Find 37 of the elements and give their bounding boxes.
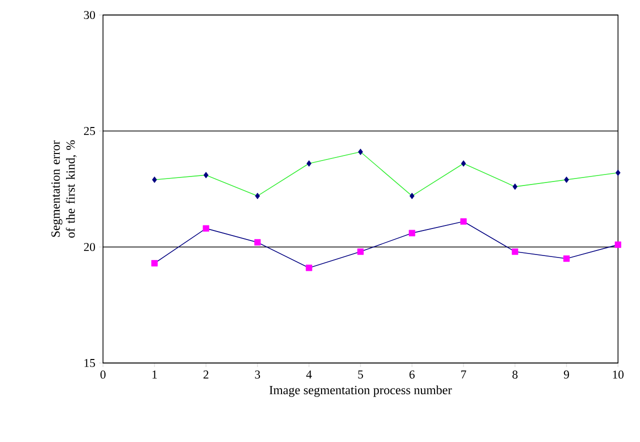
- point: [460, 218, 467, 225]
- x-tick-label: 4: [306, 370, 312, 378]
- x-tick-label: 3: [255, 370, 260, 379]
- x-tick-label: 8: [512, 370, 518, 379]
- y-tick-label: 20: [84, 242, 96, 252]
- point: [306, 160, 312, 167]
- point: [152, 176, 157, 183]
- x-tick-label: 7: [461, 370, 466, 378]
- point: [614, 241, 622, 248]
- point: [202, 225, 210, 232]
- point: [204, 172, 208, 178]
- point: [255, 192, 260, 200]
- x-tick-label: 9: [564, 370, 570, 379]
- point: [512, 183, 518, 190]
- point: [254, 239, 261, 246]
- point: [358, 148, 363, 156]
- y-tick-label: 15: [84, 358, 96, 368]
- x-tick-label: 5: [358, 370, 364, 378]
- x-tick-label: 10: [613, 370, 624, 379]
- x-axis-title: Image segmentation process number: [269, 385, 452, 397]
- point: [151, 260, 158, 266]
- point: [410, 192, 414, 200]
- point: [408, 230, 416, 236]
- y-tick-label: 25: [84, 126, 96, 136]
- point: [357, 248, 364, 255]
- x-tick-label: 0: [100, 370, 106, 379]
- x-tick-label: 2: [204, 370, 208, 378]
- point: [512, 248, 518, 255]
- point: [461, 160, 466, 167]
- x-tick-label: 1: [152, 370, 157, 378]
- y-tick-label: 30: [84, 10, 96, 20]
- point: [616, 170, 620, 176]
- point: [563, 255, 570, 262]
- y-axis-title: Segmentation error of the first kind, %: [51, 140, 77, 238]
- point: [306, 264, 312, 272]
- x-tick-label: 6: [410, 370, 415, 379]
- point: [564, 176, 569, 183]
